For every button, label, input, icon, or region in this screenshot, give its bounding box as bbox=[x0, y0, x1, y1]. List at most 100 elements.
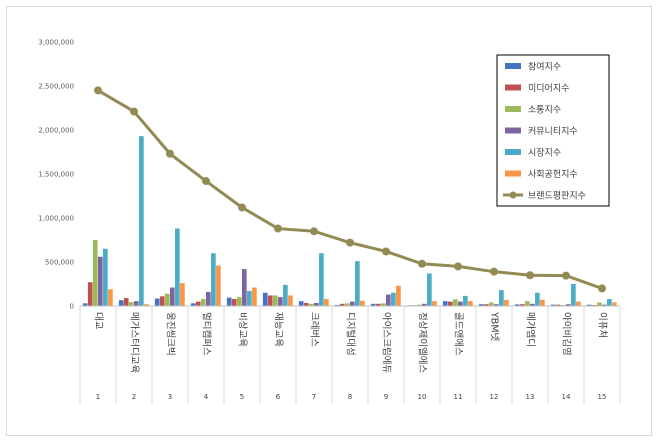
bar bbox=[550, 304, 556, 306]
brand-reputation-point bbox=[382, 247, 390, 256]
bar bbox=[524, 301, 530, 306]
y-axis: 0 500,000 1,000,000 1,500,000 2,000,000 2,500… bbox=[38, 39, 74, 311]
bar bbox=[180, 283, 185, 306]
rank-label: 13 bbox=[526, 393, 535, 401]
legend-swatch bbox=[505, 170, 521, 177]
legend-label: 브랜드평판지수 bbox=[528, 191, 586, 202]
bar bbox=[267, 295, 273, 306]
bar bbox=[344, 303, 350, 306]
bar bbox=[298, 301, 304, 306]
bar bbox=[82, 303, 88, 306]
legend-swatch bbox=[505, 84, 521, 91]
y-tick-label: 1,000,000 bbox=[38, 215, 74, 223]
bar bbox=[314, 302, 319, 306]
bar bbox=[288, 295, 293, 306]
bar bbox=[206, 291, 211, 306]
bar bbox=[211, 253, 216, 306]
bar bbox=[494, 304, 499, 306]
bar bbox=[87, 282, 93, 306]
bar bbox=[252, 287, 257, 306]
bar bbox=[159, 296, 165, 306]
bar bbox=[468, 301, 473, 306]
brand-reputation-point bbox=[310, 227, 318, 236]
x-axis: 대교 1 메가스터디교육 2 웅진씽크빅 3 멀티캠퍼스 4 비상교육 5 재능교육 6 크레버스 7 디지… bbox=[79, 305, 621, 404]
category-label: 디지털대성 bbox=[345, 312, 357, 356]
rank-label: 10 bbox=[418, 393, 427, 401]
y-tick-label: 1,500,000 bbox=[38, 171, 74, 179]
bar bbox=[576, 301, 581, 306]
bar bbox=[226, 297, 232, 306]
bar bbox=[175, 228, 180, 306]
bar bbox=[571, 284, 576, 306]
bar bbox=[139, 136, 144, 306]
bar bbox=[478, 304, 484, 306]
bar bbox=[355, 261, 360, 306]
y-tick-label: 2,000,000 bbox=[38, 127, 74, 135]
rank-label: 15 bbox=[598, 393, 607, 401]
category-label: 아이스크림에듀 bbox=[381, 312, 393, 373]
category-label: 이퓨처 bbox=[597, 312, 609, 338]
legend-swatch bbox=[505, 106, 521, 112]
brand-reputation-point bbox=[130, 107, 138, 116]
bar bbox=[334, 304, 340, 306]
bar bbox=[499, 290, 504, 306]
rank-label: 7 bbox=[312, 393, 316, 401]
bar bbox=[144, 304, 149, 306]
rank-label: 14 bbox=[562, 393, 571, 401]
bar bbox=[452, 299, 458, 306]
legend-label: 사회공헌지수 bbox=[528, 169, 578, 180]
legend-label: 시장지수 bbox=[528, 148, 561, 159]
category-label: 메가엠디 bbox=[525, 312, 537, 347]
bar bbox=[350, 301, 355, 306]
bar bbox=[463, 295, 468, 306]
brand-reputation-point bbox=[166, 149, 174, 158]
bar bbox=[612, 302, 617, 306]
bar bbox=[483, 304, 489, 306]
rank-label: 11 bbox=[454, 393, 463, 401]
bar bbox=[380, 303, 386, 306]
category-label: YBM넷 bbox=[489, 311, 500, 342]
bar bbox=[586, 304, 592, 306]
brand-reputation-line bbox=[94, 86, 606, 293]
legend-label: 커뮤니티지수 bbox=[528, 126, 578, 137]
rank-label: 2 bbox=[132, 393, 136, 401]
rank-label: 4 bbox=[204, 393, 209, 401]
category-label: 재능교육 bbox=[273, 312, 284, 347]
legend-swatch bbox=[505, 127, 521, 134]
bar bbox=[278, 297, 283, 306]
bar bbox=[134, 301, 139, 306]
category-label: 정상제이엘에스 bbox=[417, 312, 428, 373]
brand-reputation-point bbox=[346, 238, 354, 247]
bar bbox=[530, 303, 535, 306]
y-tick-label: 3,000,000 bbox=[38, 39, 74, 47]
y-tick-label: 2,500,000 bbox=[38, 83, 74, 91]
bar bbox=[416, 304, 422, 306]
bar bbox=[154, 298, 160, 306]
brand-reputation-point bbox=[526, 271, 534, 280]
bar bbox=[92, 240, 98, 306]
bar bbox=[602, 304, 607, 306]
bar bbox=[103, 248, 108, 306]
bar bbox=[195, 301, 201, 306]
brand-reputation-point bbox=[418, 259, 426, 268]
bar bbox=[375, 303, 381, 306]
bar bbox=[200, 298, 206, 306]
brand-reputation-point bbox=[490, 267, 498, 276]
bar bbox=[164, 293, 170, 306]
bar bbox=[607, 298, 612, 306]
category-label: 대교 bbox=[93, 312, 104, 330]
bar bbox=[98, 256, 103, 306]
bar bbox=[324, 298, 329, 306]
bar bbox=[262, 292, 268, 306]
bar bbox=[488, 302, 494, 306]
legend-swatch bbox=[505, 63, 521, 69]
bar bbox=[458, 301, 463, 306]
y-tick-label: 0 bbox=[70, 303, 74, 311]
bar bbox=[566, 304, 571, 306]
bar bbox=[272, 295, 278, 306]
bar bbox=[391, 292, 396, 306]
category-label: 비상교육 bbox=[237, 312, 248, 347]
bar bbox=[216, 265, 221, 306]
rank-label: 3 bbox=[168, 393, 172, 401]
